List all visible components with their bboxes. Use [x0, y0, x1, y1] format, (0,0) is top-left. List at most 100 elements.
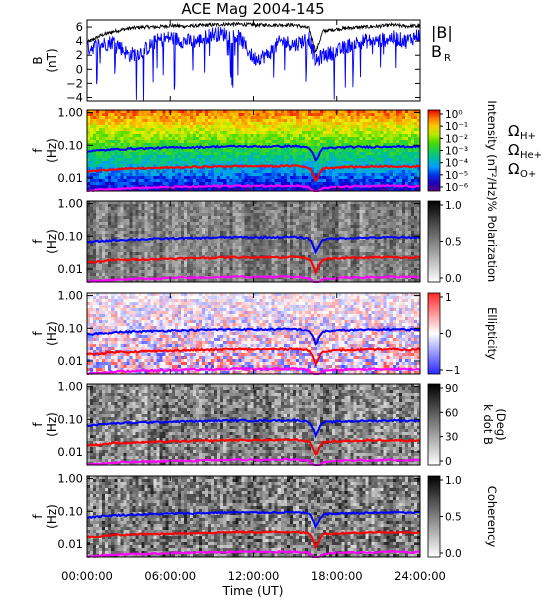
spectrogram-cell	[286, 270, 291, 274]
spectrogram-cell	[105, 113, 109, 117]
spectrogram-cell	[329, 179, 333, 183]
spectrogram-cell	[150, 264, 154, 268]
spectrogram-cell	[274, 252, 279, 256]
spectrogram-cell	[416, 134, 421, 138]
spectrogram-cell	[214, 231, 218, 235]
spectrogram-cell	[226, 264, 230, 268]
spectrogram-cell	[180, 158, 185, 162]
spectrogram-cell	[389, 161, 394, 165]
spectrogram-cell	[141, 134, 145, 138]
spectrogram-cell	[177, 273, 182, 277]
spectrogram-cell	[292, 225, 297, 229]
spectrogram-cell	[226, 116, 230, 120]
spectrogram-cell	[147, 143, 151, 147]
spectrogram-cell	[120, 213, 124, 217]
spectrogram-cell	[301, 240, 306, 244]
spectrogram-cell	[314, 173, 318, 177]
spectrogram-cell	[341, 170, 345, 174]
spectrogram-cell	[277, 170, 282, 174]
spectrogram-cell	[171, 219, 176, 223]
spectrogram-cell	[317, 137, 321, 141]
spectrogram-cell	[229, 161, 233, 165]
spectrogram-cell	[105, 173, 109, 177]
spectrogram-cell	[413, 179, 418, 183]
spectrogram-cell	[274, 170, 279, 174]
spectrogram-cell	[244, 267, 248, 271]
spectrogram-cell	[298, 243, 303, 247]
spectrogram-cell	[162, 128, 167, 132]
spectrogram-cell	[114, 158, 118, 162]
spectrogram-cell	[335, 122, 339, 126]
spectrogram-cell	[226, 279, 230, 283]
spectrogram-cell	[120, 219, 124, 223]
spectrogram-cell	[165, 152, 170, 156]
spectrogram-cell	[380, 116, 385, 120]
spectrogram-cell	[199, 155, 203, 159]
spectrogram-cell	[335, 131, 339, 135]
spectrogram-cell	[189, 182, 194, 186]
spectrogram-cell	[153, 210, 158, 214]
spectrogram-cell	[289, 140, 294, 144]
spectrogram-cell	[238, 149, 242, 153]
spectrogram-cell	[356, 146, 360, 150]
spectrogram-cell	[208, 116, 212, 120]
spectrogram-cell	[298, 204, 303, 208]
spectrogram-cell	[96, 146, 100, 150]
spectrogram-cell	[362, 134, 366, 138]
spectrogram-cell	[211, 188, 215, 192]
spectrogram-cell	[220, 125, 224, 129]
spectrogram-cell	[183, 228, 188, 232]
spectrogram-cell	[265, 110, 270, 114]
spectrogram-cell	[147, 264, 151, 268]
spectrogram-cell	[235, 116, 239, 120]
spectrogram-cell	[180, 119, 185, 123]
spectrogram-cell	[307, 173, 312, 177]
spectrogram-cell	[123, 216, 127, 220]
spectrogram-cell	[99, 273, 103, 277]
spectrogram-cell	[211, 143, 215, 147]
spectrogram-cell	[283, 222, 288, 226]
spectrogram-cell	[317, 125, 321, 129]
spectrogram-cell	[99, 173, 103, 177]
spectrogram-cell	[183, 152, 188, 156]
spectrogram-cell	[241, 125, 245, 129]
spectrogram-cell	[192, 110, 197, 114]
spectrogram-cell	[108, 125, 112, 129]
spectrogram-cell	[350, 137, 354, 141]
spectrogram-cell	[410, 110, 415, 114]
spectrogram-cell	[199, 158, 203, 162]
spectrogram-cell	[235, 158, 239, 162]
spectrogram-cell	[232, 279, 236, 283]
spectrogram-cell	[105, 273, 109, 277]
spectrogram-cell	[217, 161, 221, 165]
spectrogram-cell	[220, 146, 224, 150]
spectrogram-cell	[177, 161, 182, 165]
spectrogram-cell	[395, 143, 400, 147]
spectrogram-cell	[404, 173, 409, 177]
spectrogram-cell	[223, 158, 227, 162]
spectrogram-cell	[90, 258, 94, 262]
spectrogram-cell	[93, 213, 97, 217]
spectrogram-cell	[217, 216, 221, 220]
spectrogram-cell	[180, 222, 185, 226]
spectrogram-cell	[229, 246, 233, 250]
spectrogram-cell	[244, 228, 248, 232]
spectrogram-cell	[362, 152, 366, 156]
spectrogram-cell	[202, 134, 206, 138]
spectrogram-cell	[168, 140, 173, 144]
spectrogram-cell	[114, 246, 118, 250]
spectrogram-cell	[159, 207, 164, 211]
spectrogram-cell	[344, 134, 348, 138]
spectrogram-cell	[114, 176, 118, 180]
spectrogram-cell	[289, 119, 294, 123]
spectrogram-cell	[123, 164, 127, 168]
spectrogram-cell	[87, 210, 91, 214]
spectrogram-cell	[144, 116, 148, 120]
spectrogram-cell	[304, 158, 309, 162]
spectrogram-cell	[223, 167, 227, 171]
spectrogram-cell	[90, 246, 94, 250]
spectrogram-cell	[87, 204, 91, 208]
spectrogram-cell	[229, 201, 233, 205]
spectrogram-cell	[177, 179, 182, 183]
spectrogram-cell	[180, 113, 185, 117]
